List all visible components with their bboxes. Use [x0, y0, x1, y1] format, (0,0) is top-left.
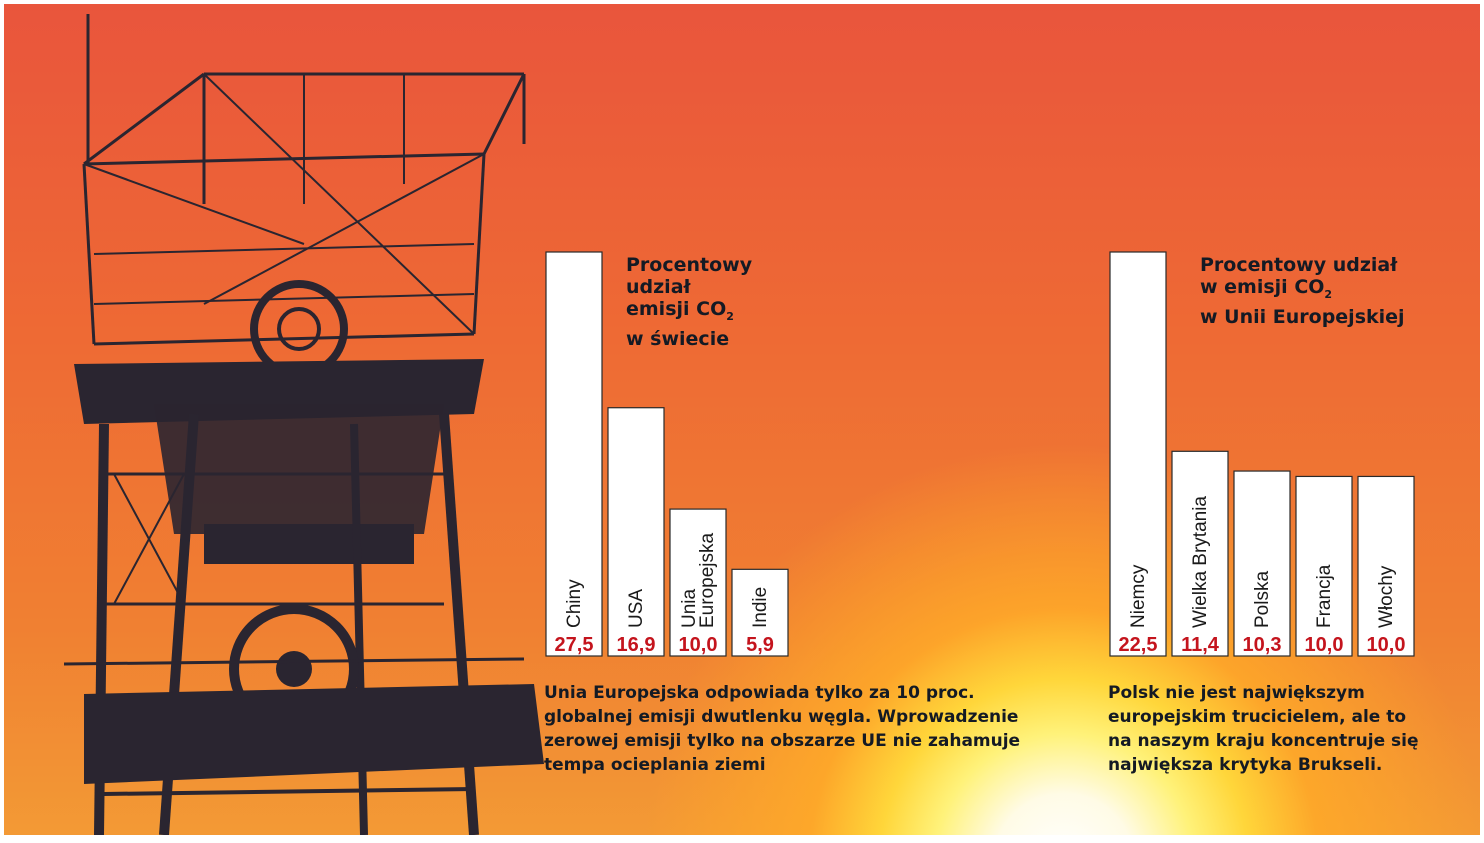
category-label: Europejska [697, 533, 718, 628]
title-line: udział [626, 276, 691, 298]
value-label: 10,0 [679, 634, 718, 656]
bar [1295, 475, 1353, 657]
eu-chart-caption: Polsk nie jest największym europejskim t… [1108, 681, 1419, 777]
caption-line: Polsk nie jest największym [1108, 683, 1365, 703]
eu-emissions-chart: Niemcy 22,5 Wielka Brytania 11,4 Polska 10,3 F… [1109, 251, 1415, 657]
category-label: Unia [679, 588, 700, 628]
chart-bars: Niemcy 22,5 Wielka Brytania 11,4 Polska 10,3 F… [1109, 251, 1415, 657]
eu-chart-title: Procentowy udział w emisji CO2 w Unii Eu… [1200, 254, 1405, 328]
bar [1109, 251, 1167, 657]
value-label: 16,9 [617, 634, 656, 656]
value-label: 11,4 [1181, 634, 1220, 656]
caption-line: największa krytyka Brukseli. [1108, 755, 1383, 775]
category-label: Włochy [1376, 565, 1397, 628]
title-line: emisji CO2 [626, 298, 734, 323]
value-label: 10,3 [1243, 634, 1282, 656]
world-chart-caption: Unia Europejska odpowiada tylko za 10 pr… [544, 681, 1020, 777]
bar [607, 407, 665, 657]
category-label: Polska [1252, 571, 1273, 628]
caption-line: tempa ocieplania ziemi [544, 755, 766, 775]
category-label: Indie [750, 587, 771, 628]
category-label: USA [626, 589, 647, 628]
caption-line: zerowej emisji tylko na obszarze UE nie … [544, 731, 1021, 751]
value-label: 10,0 [1367, 634, 1406, 656]
caption-line: europejskim trucicielem, ale to [1108, 707, 1407, 727]
title-line: w Unii Europejskiej [1200, 305, 1405, 328]
caption-line: Unia Europejska odpowiada tylko za 10 pr… [544, 683, 975, 703]
infographic: Chiny 27,5 USA 16,9 Unia Europejska 10,0 Indie 5… [4, 4, 1480, 835]
bar [731, 568, 789, 657]
bar [545, 251, 603, 657]
value-label: 27,5 [555, 634, 594, 656]
caption-line: na naszym kraju koncentruje się [1108, 731, 1419, 751]
category-label: Francja [1314, 564, 1335, 628]
value-label: 5,9 [746, 634, 774, 656]
category-label: Chiny [564, 579, 585, 628]
title-line: w emisji CO2 [1200, 276, 1333, 301]
value-label: 10,0 [1305, 634, 1344, 656]
mine-headframe-illustration [63, 14, 544, 835]
category-label: Wielka Brytania [1190, 496, 1211, 628]
bar [1357, 475, 1415, 657]
world-chart-title: Procentowy udział emisji CO2 w świecie [626, 254, 752, 350]
title-line: Procentowy [626, 254, 753, 276]
bar [1171, 450, 1229, 657]
title-line: w świecie [626, 327, 730, 350]
value-label: 22,5 [1119, 634, 1158, 656]
bar [669, 508, 727, 657]
caption-line: globalnej emisji dwutlenku węgla. Wprowa… [544, 707, 1019, 727]
title-line: Procentowy udział [1200, 254, 1398, 276]
bar [1233, 470, 1291, 657]
category-label: Niemcy [1128, 564, 1149, 628]
